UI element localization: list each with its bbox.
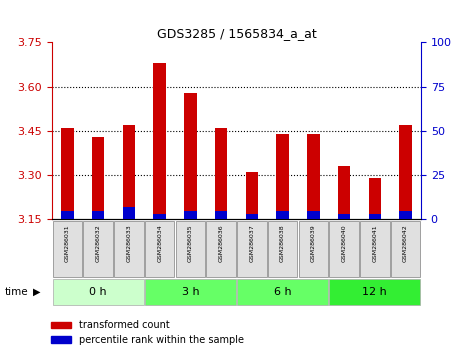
Bar xyxy=(153,214,166,219)
FancyBboxPatch shape xyxy=(206,221,236,277)
FancyBboxPatch shape xyxy=(298,221,328,277)
Text: 0 h: 0 h xyxy=(89,287,107,297)
Bar xyxy=(246,172,258,219)
FancyBboxPatch shape xyxy=(53,221,82,277)
Bar xyxy=(123,125,135,219)
Text: time: time xyxy=(5,287,28,297)
Text: 12 h: 12 h xyxy=(362,287,387,297)
Text: 6 h: 6 h xyxy=(274,287,291,297)
Text: 3 h: 3 h xyxy=(182,287,199,297)
Bar xyxy=(61,211,73,219)
Bar xyxy=(61,128,73,219)
Text: GSM286035: GSM286035 xyxy=(188,224,193,262)
Bar xyxy=(92,137,104,219)
FancyBboxPatch shape xyxy=(329,279,420,305)
Bar xyxy=(369,178,381,219)
Bar xyxy=(399,211,412,219)
Text: GSM286042: GSM286042 xyxy=(403,224,408,262)
Bar xyxy=(184,93,197,219)
Text: GSM286036: GSM286036 xyxy=(219,224,224,262)
Bar xyxy=(123,207,135,219)
Text: GSM286037: GSM286037 xyxy=(249,224,254,262)
Text: GSM286040: GSM286040 xyxy=(342,224,347,262)
Bar xyxy=(369,214,381,219)
FancyBboxPatch shape xyxy=(114,221,144,277)
Bar xyxy=(215,128,227,219)
Bar xyxy=(153,63,166,219)
Bar xyxy=(215,211,227,219)
FancyBboxPatch shape xyxy=(145,221,175,277)
Text: ▶: ▶ xyxy=(33,287,40,297)
Legend: transformed count, percentile rank within the sample: transformed count, percentile rank withi… xyxy=(47,316,247,349)
Bar xyxy=(399,125,412,219)
FancyBboxPatch shape xyxy=(237,279,328,305)
Bar xyxy=(307,211,320,219)
Bar xyxy=(92,211,104,219)
FancyBboxPatch shape xyxy=(83,221,113,277)
Bar xyxy=(338,214,350,219)
FancyBboxPatch shape xyxy=(175,221,205,277)
Bar xyxy=(276,211,289,219)
Text: GSM286032: GSM286032 xyxy=(96,224,101,262)
Text: GSM286031: GSM286031 xyxy=(65,224,70,262)
FancyBboxPatch shape xyxy=(237,221,267,277)
Bar xyxy=(338,166,350,219)
Bar xyxy=(276,134,289,219)
Text: GSM286033: GSM286033 xyxy=(126,224,131,262)
Text: GSM286038: GSM286038 xyxy=(280,224,285,262)
FancyBboxPatch shape xyxy=(53,279,144,305)
FancyBboxPatch shape xyxy=(360,221,390,277)
FancyBboxPatch shape xyxy=(391,221,420,277)
Bar xyxy=(246,214,258,219)
FancyBboxPatch shape xyxy=(145,279,236,305)
Text: GSM286034: GSM286034 xyxy=(157,224,162,262)
Bar xyxy=(307,134,320,219)
FancyBboxPatch shape xyxy=(268,221,298,277)
FancyBboxPatch shape xyxy=(329,221,359,277)
Title: GDS3285 / 1565834_a_at: GDS3285 / 1565834_a_at xyxy=(157,27,316,40)
Text: GSM286039: GSM286039 xyxy=(311,224,316,262)
Text: GSM286041: GSM286041 xyxy=(372,224,377,262)
Bar xyxy=(184,211,197,219)
